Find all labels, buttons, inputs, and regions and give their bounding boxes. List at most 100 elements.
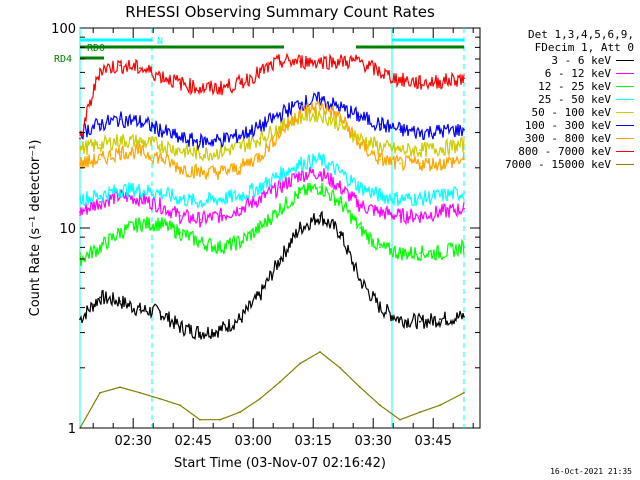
data-point xyxy=(359,186,361,189)
data-point xyxy=(339,123,341,126)
data-point xyxy=(199,331,201,334)
data-point xyxy=(239,145,241,148)
data-point xyxy=(239,134,241,137)
data-point xyxy=(279,113,281,116)
data-point xyxy=(339,60,341,63)
data-point xyxy=(399,418,401,421)
data-point xyxy=(399,252,401,254)
legend-entry-1: 6 - 12 keV xyxy=(482,67,634,80)
series-line-7 xyxy=(79,52,465,138)
data-point xyxy=(219,151,221,153)
data-point xyxy=(399,214,401,217)
legend-header-line-2: FDecim 1, Att 0 xyxy=(534,41,634,54)
data-point xyxy=(379,71,381,74)
data-point xyxy=(159,144,161,146)
data-point xyxy=(239,82,241,85)
legend-entry-8: 7000 - 15000 keV xyxy=(482,158,634,171)
data-point xyxy=(419,214,421,217)
data-point xyxy=(259,71,261,74)
data-point xyxy=(463,246,465,249)
data-point xyxy=(359,137,361,140)
data-point xyxy=(79,162,81,165)
data-point xyxy=(339,171,341,174)
legend-swatch xyxy=(616,164,634,165)
data-point xyxy=(339,115,341,118)
legend-label: 3 - 6 keV xyxy=(551,54,611,67)
data-point xyxy=(463,128,465,131)
data-point xyxy=(239,411,241,414)
data-point xyxy=(99,68,101,71)
data-point xyxy=(419,197,421,200)
legend-swatch xyxy=(616,138,634,139)
data-point xyxy=(119,64,121,67)
legend-label: 12 - 25 keV xyxy=(538,80,611,93)
series-0-3-6-kev xyxy=(79,210,465,341)
legend-label: 100 - 300 keV xyxy=(524,119,611,132)
data-point xyxy=(179,231,181,234)
data-point xyxy=(199,140,201,143)
data-point xyxy=(279,60,281,63)
data-point xyxy=(219,139,221,142)
x-axis-label: Start Time (03-Nov-07 02:16:42) xyxy=(174,456,386,471)
data-point xyxy=(259,126,261,128)
legend-swatch xyxy=(616,125,634,126)
flag-label-rd0: RD0 xyxy=(87,43,105,54)
data-point xyxy=(419,411,421,414)
series-line-3 xyxy=(79,152,465,210)
data-point xyxy=(139,140,141,143)
data-point xyxy=(419,162,421,165)
data-point xyxy=(239,207,241,210)
data-point xyxy=(379,246,381,249)
data-point xyxy=(119,151,121,153)
data-point xyxy=(119,231,121,234)
data-point xyxy=(259,397,261,400)
data-point xyxy=(159,311,161,313)
data-point xyxy=(419,82,421,85)
data-point xyxy=(119,189,121,191)
data-point xyxy=(319,214,321,217)
data-point xyxy=(379,404,381,407)
data-point xyxy=(439,147,441,150)
data-point xyxy=(99,391,101,394)
series-1-6-12-kev xyxy=(79,166,465,228)
data-point xyxy=(463,191,465,194)
generation-timestamp: 16-Oct-2021 21:35 xyxy=(550,467,632,476)
data-point xyxy=(199,218,201,221)
data-point xyxy=(199,87,201,90)
data-point xyxy=(119,139,121,142)
data-point xyxy=(219,418,221,421)
data-point xyxy=(439,252,441,254)
data-point xyxy=(239,194,241,197)
series-7-800-7000-kev xyxy=(79,52,465,140)
data-point xyxy=(179,82,181,85)
data-point xyxy=(379,123,381,126)
data-point xyxy=(419,149,421,152)
legend-label: 6 - 12 keV xyxy=(544,67,611,80)
data-point xyxy=(219,197,221,200)
data-point xyxy=(99,144,101,146)
data-point xyxy=(179,404,181,407)
legend-swatch xyxy=(616,60,634,61)
data-point xyxy=(179,166,181,169)
data-point xyxy=(159,74,161,77)
x-axis-ticks: 02:30 02:45 03:00 03:15 03:30 03:45 xyxy=(92,28,474,449)
data-point xyxy=(239,166,241,169)
data-point xyxy=(279,258,281,260)
data-point xyxy=(79,318,81,321)
data-point xyxy=(339,231,341,234)
data-point xyxy=(319,351,321,353)
legend-swatch xyxy=(616,73,634,74)
data-point xyxy=(319,113,321,116)
x-tick-label-0300: 03:00 xyxy=(234,434,271,449)
data-point xyxy=(319,60,321,63)
data-point xyxy=(379,194,381,197)
data-point xyxy=(259,154,261,157)
flag-label-rd4: RD4 xyxy=(54,54,72,65)
data-point xyxy=(359,204,361,207)
data-point xyxy=(279,173,281,176)
data-point xyxy=(339,201,341,203)
data-point xyxy=(139,197,141,200)
data-point xyxy=(179,149,181,152)
data-point xyxy=(199,418,201,421)
